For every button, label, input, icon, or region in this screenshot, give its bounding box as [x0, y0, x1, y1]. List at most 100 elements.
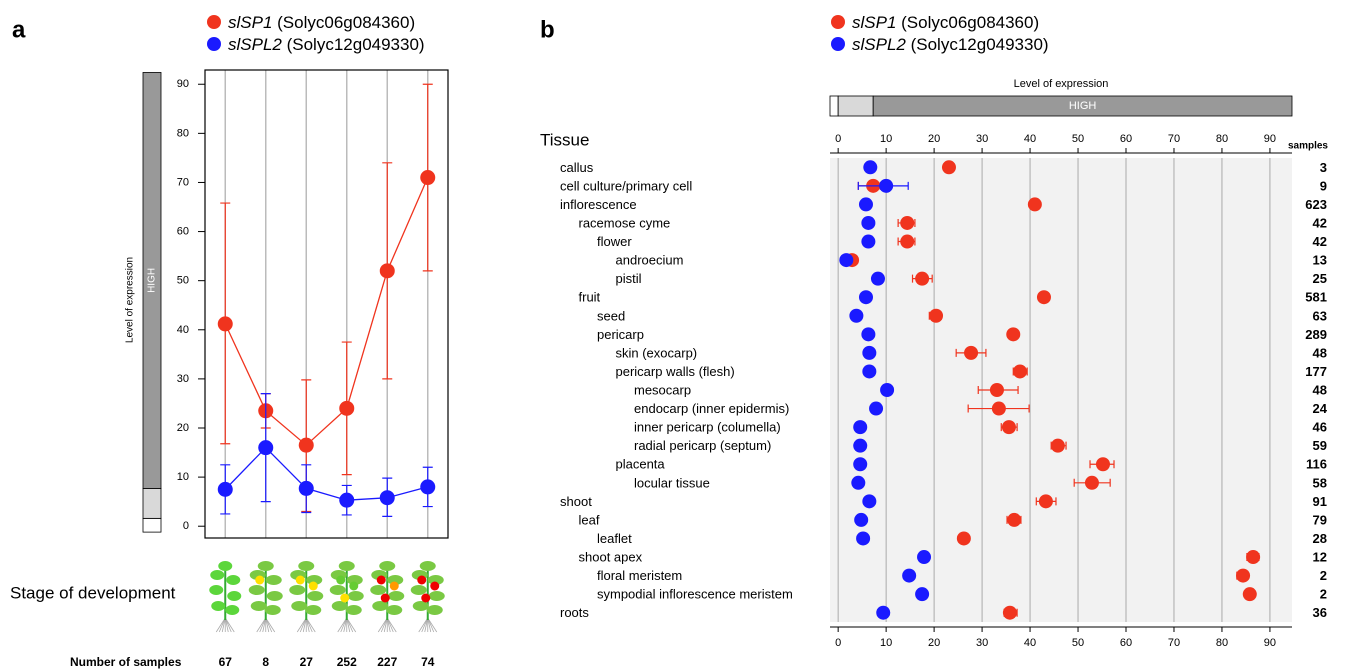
panel-letter: b — [540, 17, 555, 44]
x-tick-label: 70 — [1168, 637, 1180, 649]
plant-fruit — [295, 575, 305, 585]
samples-value: 8 — [262, 655, 269, 669]
samples-value: 42 — [1313, 215, 1327, 230]
plot-background — [830, 158, 1292, 622]
samples-value: 9 — [1320, 178, 1327, 193]
data-point — [880, 383, 895, 397]
data-point — [1006, 327, 1021, 342]
plant-leaf — [346, 575, 363, 585]
x-tick-label: 30 — [976, 133, 988, 145]
plant-leaf — [426, 605, 443, 615]
category-label: inner pericarp (columella) — [634, 420, 781, 435]
x-tick-label: 60 — [1120, 133, 1132, 145]
plant-root — [218, 617, 226, 633]
expression-bar-segment — [142, 488, 162, 519]
legend-label: slSP1 (Solyc06g084360) — [228, 13, 415, 32]
plant-leaf — [264, 605, 281, 615]
stage-label: Stage of development — [10, 584, 176, 603]
samples-value: 48 — [1313, 383, 1327, 398]
category-label: pericarp — [597, 327, 644, 342]
category-header: Tissue — [540, 131, 589, 150]
plant-leaf — [266, 591, 283, 601]
legend-marker — [207, 15, 221, 29]
plant-fruit — [376, 575, 386, 585]
samples-value: 227 — [377, 655, 397, 669]
plant-leaf — [386, 605, 403, 615]
expression-bar-segment — [829, 95, 839, 117]
data-point — [964, 345, 979, 360]
x-tick-label: 60 — [1120, 637, 1132, 649]
samples-value: 116 — [1306, 457, 1327, 472]
y-tick-label: 80 — [177, 127, 189, 139]
samples-value: 58 — [1313, 475, 1327, 490]
plant-leaf — [227, 591, 242, 601]
plant-root — [305, 617, 310, 633]
y-tick-label: 60 — [177, 226, 189, 238]
plant-root — [265, 617, 276, 633]
plant-leaf — [419, 561, 436, 571]
plant-leaf — [388, 591, 405, 601]
data-point — [991, 401, 1006, 416]
samples-value: 27 — [300, 655, 314, 669]
y-tick-label: 40 — [177, 324, 189, 336]
plant-leaf — [331, 601, 348, 611]
category-label: fruit — [579, 290, 601, 305]
category-label: placenta — [616, 457, 666, 472]
x-tick-label: 40 — [1024, 637, 1036, 649]
category-label: shoot — [560, 494, 592, 509]
plant-leaf — [345, 605, 362, 615]
samples-value: 3 — [1320, 160, 1327, 175]
plant-leaf — [291, 601, 308, 611]
category-label: leaflet — [597, 531, 632, 546]
plant-root — [259, 617, 267, 633]
plant-fruit — [340, 593, 350, 603]
plant-root — [383, 617, 388, 633]
data-point — [1012, 364, 1027, 379]
samples-header: samples — [1288, 141, 1328, 152]
y-tick-label: 20 — [177, 422, 189, 434]
data-point — [339, 492, 355, 508]
plant-root — [340, 617, 348, 633]
x-tick-label: 10 — [880, 637, 892, 649]
x-tick-label: 20 — [928, 637, 940, 649]
samples-value: 91 — [1313, 494, 1327, 509]
samples-value: 46 — [1313, 420, 1327, 435]
y-axis-label: Level of expression — [125, 257, 136, 343]
expression-bar-segment — [142, 72, 162, 489]
plant-root — [265, 617, 273, 633]
data-point — [956, 531, 971, 546]
data-point — [861, 234, 876, 249]
plant-root — [380, 617, 388, 633]
legend-label: slSPL2 (Solyc12g049330) — [228, 35, 425, 54]
x-tick-label: 20 — [928, 133, 940, 145]
data-point — [849, 308, 864, 323]
data-point — [1027, 197, 1042, 212]
plant-leaf — [387, 575, 404, 585]
samples-value: 177 — [1305, 364, 1327, 379]
x-tick-label: 70 — [1168, 133, 1180, 145]
data-point — [861, 327, 876, 342]
samples-value: 12 — [1313, 550, 1327, 565]
expression-bar-label: HIGH — [147, 268, 158, 293]
plant-root — [215, 617, 226, 633]
plant-leaf — [428, 591, 445, 601]
y-tick-label: 0 — [183, 520, 189, 532]
plant-leaf — [372, 601, 389, 611]
data-point — [839, 253, 854, 268]
data-point — [298, 437, 314, 453]
plant-leaf — [410, 585, 427, 595]
data-point — [929, 308, 944, 323]
data-point — [1242, 587, 1257, 602]
data-point — [862, 345, 877, 360]
category-label: cell culture/primary cell — [560, 178, 692, 193]
category-label: sympodial inflorescence meristem — [597, 587, 793, 602]
plant-root — [427, 617, 435, 633]
data-point — [862, 364, 877, 379]
category-label: skin (exocarp) — [616, 345, 698, 360]
data-point — [879, 178, 894, 193]
category-label: radial pericarp (septum) — [634, 438, 771, 453]
data-point — [258, 440, 274, 456]
plant-fruit — [389, 581, 399, 591]
samples-value: 13 — [1313, 253, 1327, 268]
data-point — [420, 170, 436, 186]
